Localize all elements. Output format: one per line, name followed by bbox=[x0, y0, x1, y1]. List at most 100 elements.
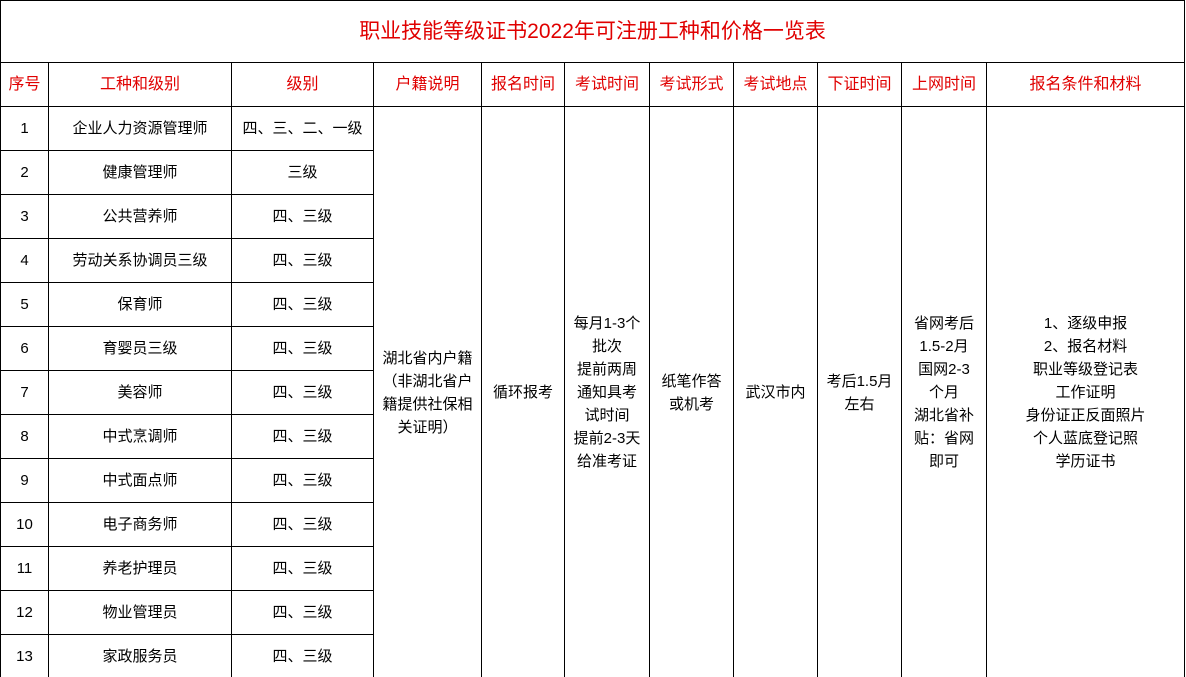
cell-line: 职业等级登记表 bbox=[1033, 361, 1139, 378]
cell-level[interactable]: 四、三级 bbox=[231, 546, 374, 591]
cell-no[interactable]: 11 bbox=[0, 546, 49, 591]
cell-name[interactable]: 物业管理员 bbox=[48, 590, 232, 635]
cell-line: 籍提供社保相 bbox=[382, 395, 473, 413]
cell-no[interactable]: 10 bbox=[0, 502, 49, 547]
cell-line: 个月 bbox=[928, 384, 959, 401]
cell-line: 省网考后 bbox=[913, 315, 974, 332]
column-header[interactable]: 考试形式 bbox=[649, 62, 734, 107]
cell-line: 个人蓝底登记照 bbox=[1033, 430, 1139, 447]
cell-line: 批次 bbox=[591, 338, 622, 355]
cell-level[interactable]: 四、三级 bbox=[231, 370, 374, 415]
cell-line: 试时间 bbox=[584, 407, 630, 424]
column-header[interactable]: 下证时间 bbox=[817, 62, 902, 107]
cell-no[interactable]: 4 bbox=[0, 238, 49, 283]
cell-name[interactable]: 健康管理师 bbox=[48, 150, 232, 195]
cell-name[interactable]: 中式面点师 bbox=[48, 458, 232, 503]
cell-line: 每月1-3个 bbox=[573, 315, 641, 332]
column-header[interactable]: 户籍说明 bbox=[373, 62, 482, 107]
cell-line: 或机考 bbox=[668, 395, 714, 413]
merged-household[interactable]: 湖北省内户籍 （非湖北省户 籍提供社保相 关证明） bbox=[373, 106, 482, 677]
merged-certificate-time[interactable]: 考后1.5月 左右 bbox=[817, 106, 902, 677]
cell-level[interactable]: 三级 bbox=[231, 150, 374, 195]
cell-line: 2、报名材料 bbox=[1043, 338, 1128, 355]
cell-name[interactable]: 劳动关系协调员三级 bbox=[48, 238, 232, 283]
header-row: 序号 工种和级别 级别 户籍说明 报名时间 考试时间 考试形式 考试地点 下证时间 上网时间 报名条… bbox=[0, 62, 1186, 107]
column-header[interactable]: 上网时间 bbox=[901, 62, 987, 107]
cell-no[interactable]: 7 bbox=[0, 370, 49, 415]
table-row: 2 健康管理师 三级 bbox=[0, 150, 1185, 195]
cell-line: 1、逐级申报 bbox=[1043, 315, 1128, 332]
cell-level[interactable]: 四、三级 bbox=[231, 590, 374, 635]
table-row: 11 养老护理员 四、三级 bbox=[0, 546, 1185, 591]
cell-name[interactable]: 美容师 bbox=[48, 370, 232, 415]
table-title: 职业技能等级证书2022年可注册工种和价格一览表 bbox=[0, 0, 1186, 63]
cell-level[interactable]: 四、三级 bbox=[231, 414, 374, 459]
cell-no[interactable]: 1 bbox=[0, 106, 49, 151]
cell-no[interactable]: 9 bbox=[0, 458, 49, 503]
cell-level[interactable]: 四、三级 bbox=[231, 326, 374, 371]
column-header[interactable]: 序号 bbox=[0, 62, 49, 107]
cell-level[interactable]: 四、三级 bbox=[231, 634, 374, 677]
cell-line: 关证明） bbox=[397, 418, 458, 436]
cell-no[interactable]: 8 bbox=[0, 414, 49, 459]
cell-line: 学历证书 bbox=[1055, 453, 1116, 470]
column-header[interactable]: 报名时间 bbox=[481, 62, 565, 107]
table-row: 3 公共营养师 四、三级 bbox=[0, 194, 1185, 239]
cell-name[interactable]: 公共营养师 bbox=[48, 194, 232, 239]
cell-name[interactable]: 养老护理员 bbox=[48, 546, 232, 591]
table-row: 9 中式面点师 四、三级 bbox=[0, 458, 1185, 503]
cell-level[interactable]: 四、三、二、一级 bbox=[231, 106, 374, 151]
cell-no[interactable]: 12 bbox=[0, 590, 49, 635]
cell-line: 工作证明 bbox=[1055, 384, 1116, 401]
table-row: 10 电子商务师 四、三级 bbox=[0, 502, 1185, 547]
cell-line: 提前两周 bbox=[576, 361, 637, 378]
table-row: 13 家政服务员 四、三级 bbox=[0, 634, 1185, 677]
cell-line: 给准考证 bbox=[576, 453, 637, 470]
cell-level[interactable]: 四、三级 bbox=[231, 194, 374, 239]
cell-line: 纸笔作答 bbox=[661, 372, 722, 390]
cell-no[interactable]: 6 bbox=[0, 326, 49, 371]
cell-name[interactable]: 家政服务员 bbox=[48, 634, 232, 677]
cell-name[interactable]: 育婴员三级 bbox=[48, 326, 232, 371]
cell-line: 贴：省网 bbox=[913, 430, 974, 447]
cell-line: 国网2-3 bbox=[918, 361, 970, 378]
column-header[interactable]: 级别 bbox=[231, 62, 374, 107]
merged-conditions[interactable]: 1、逐级申报 2、报名材料 职业等级登记表 工作证明身份证正反面照片 个人蓝底登记照 学历… bbox=[985, 106, 1186, 677]
column-header[interactable]: 工种和级别 bbox=[48, 62, 232, 107]
merged-online-time[interactable]: 省网考后 1.5-2月 国网2-3 个月湖北省补贴：省网即可 bbox=[901, 106, 987, 677]
cell-no[interactable]: 5 bbox=[0, 282, 49, 327]
cell-line: 即可 bbox=[928, 453, 959, 470]
cell-line: （非湖北省户 bbox=[382, 372, 473, 390]
cell-line: 考后1.5月 bbox=[826, 372, 893, 390]
table-row: 1 企业人力资源管理师 四、三、二、一级湖北省内户籍 （非湖北省户 籍提供社保相 关证明）… bbox=[0, 106, 1186, 677]
cell-level[interactable]: 四、三级 bbox=[231, 502, 374, 547]
table-row: 5 保育师 四、三级 bbox=[0, 282, 1185, 327]
cell-line: 通知具考 bbox=[576, 384, 637, 401]
cell-name[interactable]: 保育师 bbox=[48, 282, 232, 327]
column-header[interactable]: 考试时间 bbox=[564, 62, 650, 107]
cell-line: 身份证正反面照片 bbox=[1025, 407, 1146, 424]
cell-level[interactable]: 四、三级 bbox=[231, 458, 374, 503]
cell-level[interactable]: 四、三级 bbox=[231, 282, 374, 327]
merged-exam-form[interactable]: 纸笔作答 或机考 bbox=[649, 106, 734, 677]
cell-line: 湖北省内户籍 bbox=[382, 349, 473, 367]
merged-exam-time[interactable]: 每月1-3个 批次提前两周通知具考试时间提前2-3天 给准考证 bbox=[564, 106, 650, 677]
merged-registration-time[interactable]: 循环报考 bbox=[481, 106, 565, 677]
merged-exam-location[interactable]: 武汉市内 bbox=[733, 106, 818, 677]
column-header[interactable]: 考试地点 bbox=[733, 62, 818, 107]
cell-name[interactable]: 企业人力资源管理师 bbox=[48, 106, 232, 151]
cell-no[interactable]: 13 bbox=[0, 634, 49, 677]
table-row: 6 育婴员三级 四、三级 bbox=[0, 326, 1185, 371]
table-row: 8 中式烹调师 四、三级 bbox=[0, 414, 1185, 459]
cell-name[interactable]: 中式烹调师 bbox=[48, 414, 232, 459]
cell-line: 湖北省补 bbox=[913, 407, 974, 424]
cell-no[interactable]: 3 bbox=[0, 194, 49, 239]
cell-no[interactable]: 2 bbox=[0, 150, 49, 195]
column-header[interactable]: 报名条件和材料 bbox=[985, 62, 1186, 107]
cell-line: 左右 bbox=[844, 395, 875, 413]
cell-line: 提前2-3天 bbox=[573, 430, 641, 447]
cell-name[interactable]: 电子商务师 bbox=[48, 502, 232, 547]
cell-line: 1.5-2月 bbox=[919, 338, 969, 355]
cell-level[interactable]: 四、三级 bbox=[231, 238, 374, 283]
